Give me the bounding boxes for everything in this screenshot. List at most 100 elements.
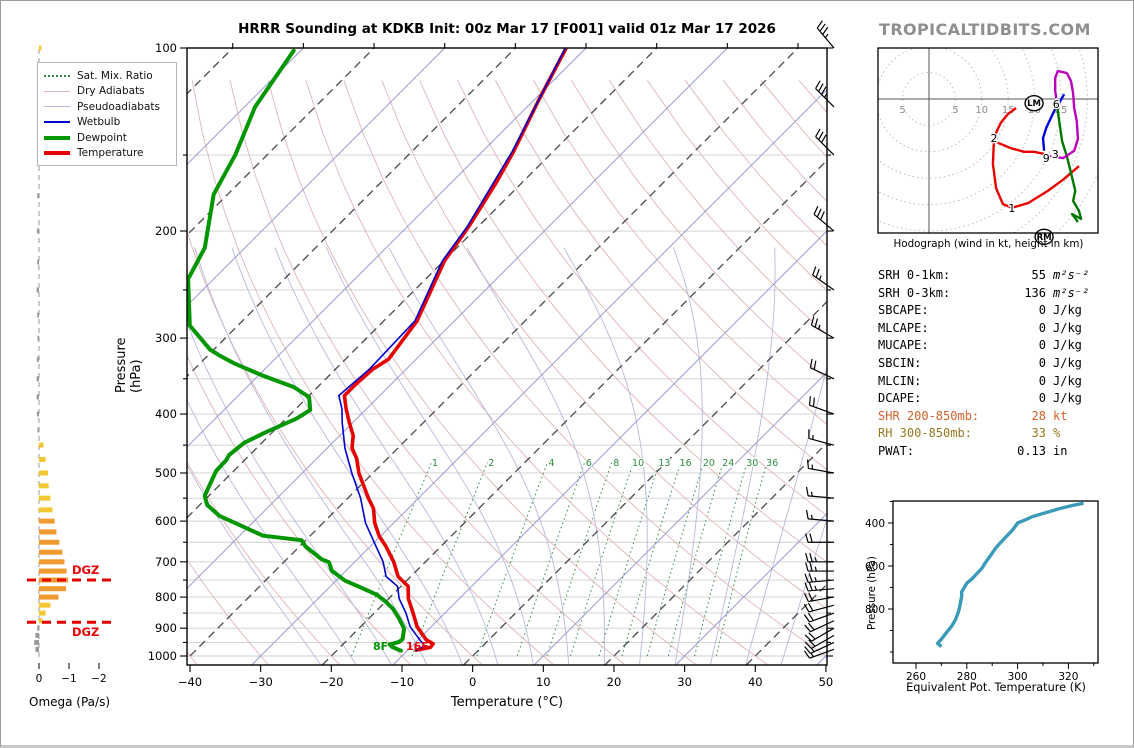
wind-barb <box>804 634 835 649</box>
mix-ratio-labels: 1 2 4 6 8 10 13 16 20 24 30 36 <box>431 457 780 471</box>
wind-barb <box>803 612 835 623</box>
omega-bar <box>36 411 39 417</box>
index-value: 28 <box>1031 408 1046 423</box>
svg-text:6: 6 <box>586 458 592 469</box>
temperature-tick-label: −20 <box>319 675 343 689</box>
hodograph-trace-6-9km <box>1041 93 1066 151</box>
wind-barb <box>803 602 835 613</box>
thetae-x-axis-label: Equivalent Pot. Temperature (K) <box>906 681 1086 694</box>
thetae-panel: 400 600 800 260 280 300 320 <box>865 500 1099 683</box>
wind-barb <box>805 562 834 572</box>
dgz-label-top: DGZ <box>72 563 100 577</box>
omega-bar <box>37 427 40 433</box>
index-unit: J/kg <box>1053 391 1082 406</box>
wind-barb <box>804 592 835 603</box>
temperature-tick-label: 20 <box>607 675 622 689</box>
svg-text:30: 30 <box>746 458 758 469</box>
page-title: HRRR Sounding at KDKB Init: 00z Mar 17 [… <box>238 21 776 37</box>
wind-barb <box>805 509 835 522</box>
omega-bar <box>39 442 44 448</box>
omega-bar <box>37 312 39 318</box>
temperature-tick-label: 30 <box>677 675 692 689</box>
svg-text:LM: LM <box>1027 99 1041 109</box>
omega-bar <box>37 259 39 265</box>
wind-barb <box>808 396 835 415</box>
dry-adiabats-line-swatch <box>44 90 70 92</box>
omega-tick-label: 0 <box>36 673 43 685</box>
index-unit: kt <box>1053 408 1068 423</box>
svg-text:4: 4 <box>549 458 555 469</box>
pressure-tick-label: 1000 <box>148 649 177 663</box>
temperature-tick-label: −10 <box>390 675 414 689</box>
pseudoadiabats-line-swatch <box>44 106 70 108</box>
index-label: MLCIN: <box>878 373 922 388</box>
index-label: SBCIN: <box>878 355 922 370</box>
wind-barb <box>804 627 835 642</box>
omega-bar <box>36 356 39 362</box>
wind-barb <box>804 573 835 583</box>
dry-adiabat-lines <box>187 80 827 665</box>
thetae-pressure-tick-label: 600 <box>865 561 885 573</box>
index-label: DCAPE: <box>878 391 922 406</box>
svg-text:13: 13 <box>658 458 670 469</box>
dgz-label-bottom: DGZ <box>72 625 100 639</box>
index-row-mlcape: MLCAPE: 0 J/kg <box>878 320 1106 338</box>
legend-item-wetbulb: Wetbulb <box>44 115 170 131</box>
omega-bar <box>37 625 39 631</box>
hodograph-trace-9-12km <box>1048 69 1080 160</box>
index-unit: J/kg <box>1053 355 1082 370</box>
temperature-line-swatch <box>44 151 70 156</box>
hodograph-height-label: 6 <box>1053 98 1060 111</box>
pressure-tick-label: 200 <box>155 224 177 238</box>
index-value: 0 <box>1038 391 1046 406</box>
index-row-mucape: MUCAPE: 0 J/kg <box>878 337 1106 355</box>
svg-text:20: 20 <box>703 458 715 469</box>
hodograph-ring-label: 10 <box>975 105 988 116</box>
thetae-y-axis-label: Pressure (hPa) <box>866 556 878 630</box>
index-row-sbcape: SBCAPE: 0 J/kg <box>878 302 1106 320</box>
legend-label: Wetbulb <box>77 116 121 129</box>
temperature-tick-label: 50 <box>819 675 834 689</box>
omega-bar <box>39 470 48 476</box>
wind-barb <box>804 581 835 592</box>
omega-bar <box>39 559 65 565</box>
index-unit: J/kg <box>1053 320 1082 335</box>
index-row-mlcin: MLCIN: 0 J/kg <box>878 373 1106 391</box>
index-value: 33 <box>1031 426 1046 441</box>
omega-bar <box>39 610 46 616</box>
omega-bar <box>39 549 63 555</box>
omega-bar <box>39 456 46 462</box>
pressure-axis-label: Pressure (hPa) <box>114 337 144 393</box>
wind-barb <box>810 316 835 339</box>
wind-barb <box>815 80 835 108</box>
legend-label: Temperature <box>77 147 144 160</box>
omega-bar <box>39 507 53 513</box>
svg-text:10: 10 <box>632 458 644 469</box>
dewpoint-line-swatch <box>44 135 70 140</box>
wind-barb <box>804 620 835 633</box>
index-value: 0.13 <box>1017 443 1046 458</box>
wind-barb <box>813 205 835 232</box>
svg-text:16: 16 <box>680 458 692 469</box>
legend-label: Sat. Mix. Ratio <box>77 69 153 82</box>
wind-barb <box>815 128 835 156</box>
omega-bar <box>36 376 39 382</box>
thetae-temp-tick-label: 280 <box>957 671 977 683</box>
omega-bar <box>36 228 39 234</box>
wind-barbs <box>803 20 835 659</box>
index-label: SRH 0-3km: <box>878 285 951 300</box>
wind-barb <box>816 20 835 49</box>
wind-barb <box>805 552 834 563</box>
hodograph-ring-label: 5 <box>899 105 905 116</box>
storm-motion-marker-lm: LM <box>1024 95 1044 112</box>
omega-axis-label: Omega (Pa/s) <box>29 695 111 709</box>
thetae-pressure-tick-label: 800 <box>865 604 885 616</box>
svg-text:36: 36 <box>766 458 778 469</box>
wind-barb <box>805 533 834 543</box>
omega-bar <box>34 639 39 645</box>
svg-text:1: 1 <box>432 458 438 469</box>
dewpoint-curve <box>187 48 407 653</box>
index-label: RH 300-850mb: <box>878 426 972 441</box>
index-row-pwat: PWAT: 0.13 in <box>878 443 1106 461</box>
hodograph-height-label: 2 <box>990 132 997 145</box>
